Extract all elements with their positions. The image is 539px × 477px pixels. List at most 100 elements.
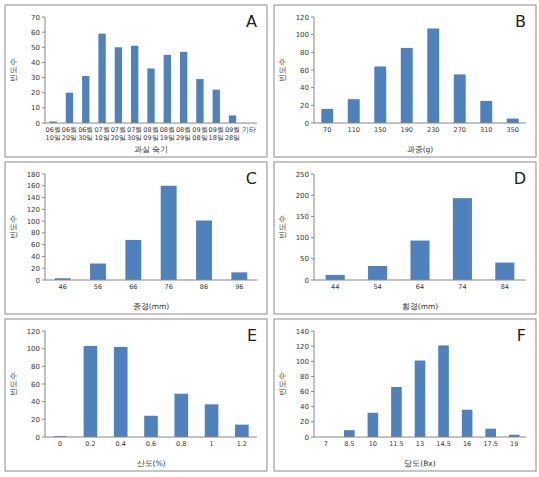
panel-title: B [515,12,526,31]
y-tick-label: 80 [31,229,40,237]
x-tick-label: 7 [324,440,328,448]
bars [326,198,515,280]
x-tick-label: 11.5 [389,440,403,448]
y-tick-label: 20 [31,89,40,97]
bar [321,109,333,123]
x-tick-label: 150 [374,126,386,134]
panel: 02040608010012070110150190230270310350과중… [274,5,536,157]
x-axis-label: 산도(%) [137,459,166,468]
y-axis-label: 빈도수 [278,372,287,396]
x-tick-label: 56 [94,283,102,291]
x-tick-label: 07월20일 [111,126,126,142]
y-tick-label: 60 [31,241,40,249]
x-tick-label: 09월18일 [209,126,224,142]
x-tick-label: 10 [369,440,377,448]
x-tick-label: 19 [510,440,518,448]
y-tick-label: 70 [31,14,40,22]
bars [55,186,248,280]
panel-title: F [517,326,526,345]
x-tick-label: 66 [129,283,137,291]
y-tick-label: 20 [31,416,40,424]
x-tick-label: 270 [454,126,466,134]
x-tick-label: 70 [323,126,331,134]
y-axis [45,17,46,123]
y-axis [314,174,315,280]
bars [53,346,248,437]
bar [453,198,472,280]
bar [368,413,379,437]
bar [174,394,188,437]
bar [161,186,177,280]
y-tick-label: 120 [27,328,40,336]
panel: 01020304050607006월10일06월20일06월30일07월10일0… [5,5,267,157]
x-tick-label: 09월28일 [225,126,240,142]
bar [507,119,519,123]
x-tick-label: 190 [401,126,413,134]
panel-frame [274,5,536,157]
y-tick-label: 80 [31,363,40,371]
y-tick-label: 50 [31,44,40,52]
y-tick-label: 60 [300,67,309,75]
bar [480,101,492,123]
x-tick-label: 13 [416,440,424,448]
bars [321,28,518,123]
bar [495,263,514,280]
y-tick-label: 40 [31,253,40,261]
x-tick-label: 07월10일 [94,126,109,142]
x-tick-label: 86 [200,283,208,291]
bar [454,74,466,123]
bar [164,55,171,123]
y-tick-label: 100 [27,218,40,226]
x-axis-label: 당도(Bx) [404,459,436,468]
x-axis [45,123,257,124]
y-tick-label: 60 [300,388,309,396]
x-tick-label: 230 [427,126,439,134]
y-tick-label: 140 [296,328,309,336]
y-axis [45,174,46,280]
x-axis [314,437,526,438]
x-tick-label: 06월20일 [62,126,77,142]
y-axis [314,17,315,123]
bar [415,361,426,437]
x-tick-label: 110 [348,126,360,134]
y-tick-label: 40 [31,398,40,406]
bar [196,221,212,280]
y-tick-label: 10 [31,104,40,112]
panel-title: C [246,169,257,188]
x-tick-label: 1 [210,440,214,448]
y-tick-label: 80 [300,49,309,57]
y-tick-label: 50 [300,255,309,263]
x-axis-label: 과실 숙기 [134,145,168,154]
y-tick-label: 150 [296,213,309,221]
bar [114,347,128,437]
x-axis [45,280,257,281]
x-tick-label: 76 [165,283,173,291]
x-axis-label: 과중(g) [407,145,434,154]
y-axis-label: 빈도수 [9,372,18,396]
x-tick-label: 54 [373,283,381,291]
y-tick-label: 120 [296,14,309,22]
bar [115,47,122,123]
x-tick-label: 96 [235,283,243,291]
x-tick-label: 8.5 [344,440,354,448]
x-tick-label: 310 [480,126,492,134]
x-tick-label: 07월30일 [127,126,142,142]
bars [344,345,519,437]
figure: 01020304050607006월10일06월20일06월30일07월10일0… [0,0,539,477]
bar [147,68,154,123]
x-axis-label: 종경(mm) [133,302,170,311]
panel-title: E [247,326,257,345]
bar [391,387,402,437]
bar [144,416,158,437]
x-tick-label: 08월09일 [143,126,158,142]
panel-frame [274,162,536,314]
y-tick-label: 100 [27,345,40,353]
bar [213,90,220,123]
bar [427,28,439,123]
bar [368,266,387,280]
x-tick-label: 84 [501,283,509,291]
y-tick-label: 0 [305,120,309,128]
x-tick-label: 08월19일 [160,126,175,142]
x-tick-label: 0.4 [116,440,126,448]
y-tick-label: 100 [296,358,309,366]
